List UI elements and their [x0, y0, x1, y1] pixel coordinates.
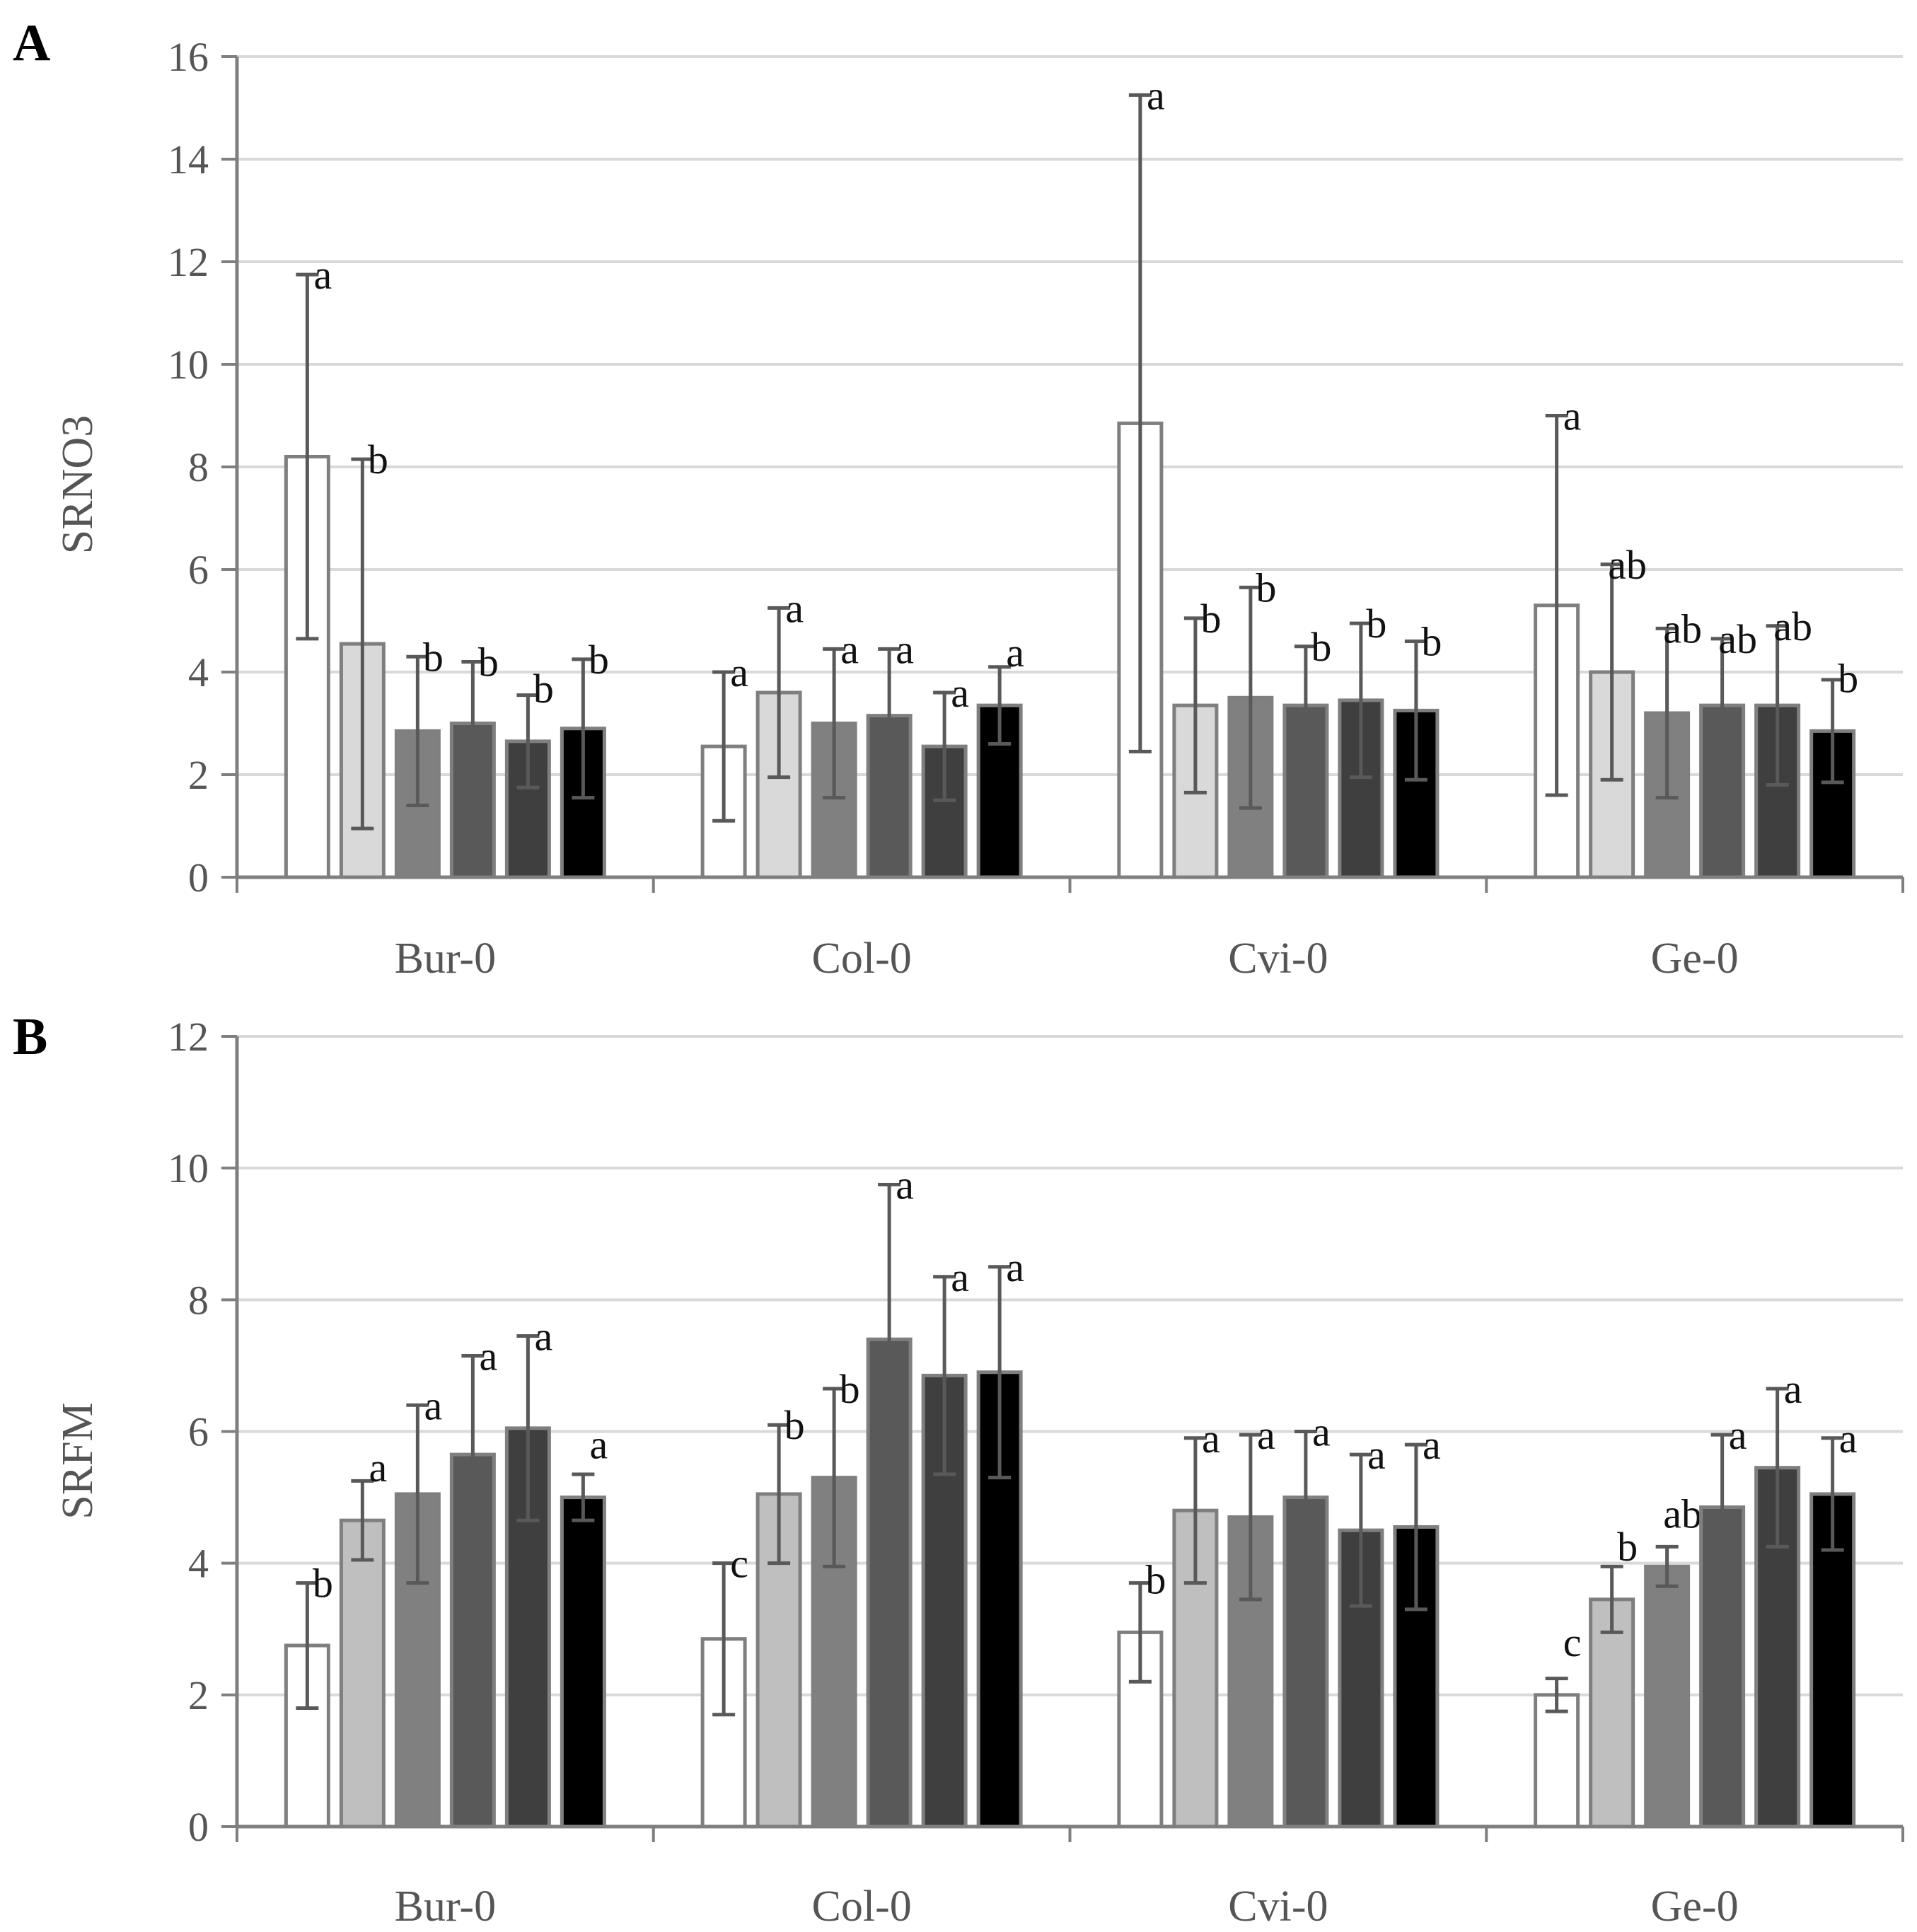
panel-a-y-tick-label: 2	[188, 752, 209, 798]
panel-b-significance-letter: a	[480, 1333, 498, 1379]
panel-a-significance-letter: a	[840, 626, 859, 672]
panel-b-significance-letter: a	[1729, 1412, 1747, 1458]
panel-b-letter: B	[13, 1008, 47, 1066]
panel-a-significance-letter: ab	[1663, 606, 1702, 652]
panel-b-significance-letter: b	[784, 1402, 805, 1448]
panel-a-significance-letter: b	[1366, 601, 1386, 647]
panel-b-y-tick-label: 2	[188, 1672, 209, 1718]
panel-b-bar	[339, 1518, 386, 1829]
panel-b-bar	[1809, 1492, 1856, 1829]
panel-b-category-label: Col-0	[812, 1882, 912, 1931]
panel-b-significance-letter: b	[313, 1561, 333, 1607]
panel-a-significance-letter: b	[368, 436, 388, 482]
panel-b-y-tick-label: 8	[188, 1277, 209, 1323]
panel-b-significance-letter: a	[535, 1314, 553, 1360]
panel-b-bar	[560, 1496, 606, 1829]
panel-a-significance-letter: b	[478, 640, 499, 686]
panel-a-significance-letter: a	[1147, 72, 1165, 118]
panel-b-significance-letter: a	[896, 1162, 914, 1208]
panel-b-significance-letter: c	[730, 1541, 748, 1587]
panel-a-significance-letter: b	[423, 634, 444, 680]
panel-a-bar	[1754, 703, 1801, 879]
panel-a-significance-letter: a	[951, 670, 969, 716]
panel-a-significance-letter: a	[314, 252, 332, 298]
panel-b-significance-letter: a	[590, 1422, 608, 1468]
panel-b-significance-letter: a	[1202, 1416, 1220, 1462]
panel-b-significance-letter: a	[1784, 1366, 1802, 1412]
panel-a-category-label: Bur-0	[395, 935, 496, 983]
panel-b-significance-letter: a	[424, 1382, 443, 1428]
panel-a-significance-letter: ab	[1773, 603, 1812, 649]
panel-a-significance-letter: b	[1256, 565, 1276, 611]
panel-a-letter: A	[13, 14, 50, 72]
panel-a-y-tick-label: 8	[188, 444, 209, 490]
panel-a-significance-letter: b	[1200, 596, 1221, 642]
panel-a-category-label: Col-0	[812, 935, 912, 983]
panel-a-category-label: Ge-0	[1651, 935, 1739, 983]
panel-a-significance-letter: b	[1838, 655, 1858, 701]
panel-a-y-axis-label: SRNO3	[54, 415, 102, 554]
panel-a-significance-letter: b	[1311, 624, 1331, 670]
panel-b-category-label: Ge-0	[1651, 1882, 1739, 1931]
panel-b-y-tick-label: 4	[188, 1541, 209, 1587]
panel-b-significance-letter: a	[1006, 1244, 1024, 1290]
panel-b-significance-letter: a	[1367, 1432, 1386, 1478]
panel-a-significance-letter: a	[1563, 393, 1582, 439]
panel-a-y-tick-label: 4	[188, 649, 209, 695]
panel-b-significance-letter: a	[1423, 1422, 1441, 1468]
panel-a-significance-letter: a	[896, 626, 914, 672]
panel-b-significance-letter: a	[951, 1254, 969, 1300]
panel-a-y-tick-label: 6	[188, 547, 209, 593]
panel-a-significance-letter: a	[730, 649, 748, 695]
panel-b-y-tick-label: 6	[188, 1409, 209, 1455]
panel-a-y-tick-label: 10	[168, 342, 209, 388]
panel-b-bar	[1644, 1564, 1691, 1829]
panel-a-y-tick-label: 12	[168, 239, 209, 285]
panel-b-y-tick-label: 0	[188, 1804, 209, 1850]
panel-b-category-label: Bur-0	[395, 1882, 496, 1931]
panel-b-significance-letter: a	[1839, 1416, 1858, 1462]
panel-a-significance-letter: ab	[1718, 616, 1757, 662]
panel-b-bar	[1534, 1693, 1580, 1829]
panel-b-significance-letter: c	[1563, 1619, 1582, 1665]
panel-a-significance-letter: ab	[1608, 542, 1647, 588]
panel-a-significance-letter: b	[1421, 619, 1442, 665]
panel-b-y-axis-label: SRFM	[54, 1402, 102, 1519]
panel-b-significance-letter: a	[1257, 1412, 1275, 1458]
panel-a-significance-letter: b	[533, 666, 554, 712]
panel-b-category-label: Cvi-0	[1228, 1882, 1328, 1931]
panel-a-significance-letter: b	[589, 637, 609, 683]
panel-a-significance-letter: a	[1006, 630, 1024, 676]
panel-b-significance-letter: b	[840, 1366, 860, 1412]
panel-b-significance-letter: ab	[1663, 1491, 1702, 1537]
panel-a-y-tick-label: 14	[168, 137, 209, 183]
panel-b-y-tick-label: 12	[168, 1014, 209, 1060]
panel-b-significance-letter: a	[1312, 1409, 1331, 1455]
panel-a-significance-letter: a	[785, 585, 804, 631]
panel-a-y-tick-label: 0	[188, 855, 209, 901]
panel-b-y-tick-label: 10	[168, 1145, 209, 1191]
panel-b-significance-letter: a	[369, 1445, 388, 1491]
panel-a-y-tick-label: 16	[168, 34, 209, 80]
panel-b-significance-letter: b	[1145, 1556, 1166, 1602]
panel-b-significance-letter: b	[1617, 1524, 1638, 1570]
panel-a-category-label: Cvi-0	[1228, 935, 1328, 983]
panel-b-bar	[1589, 1597, 1635, 1829]
